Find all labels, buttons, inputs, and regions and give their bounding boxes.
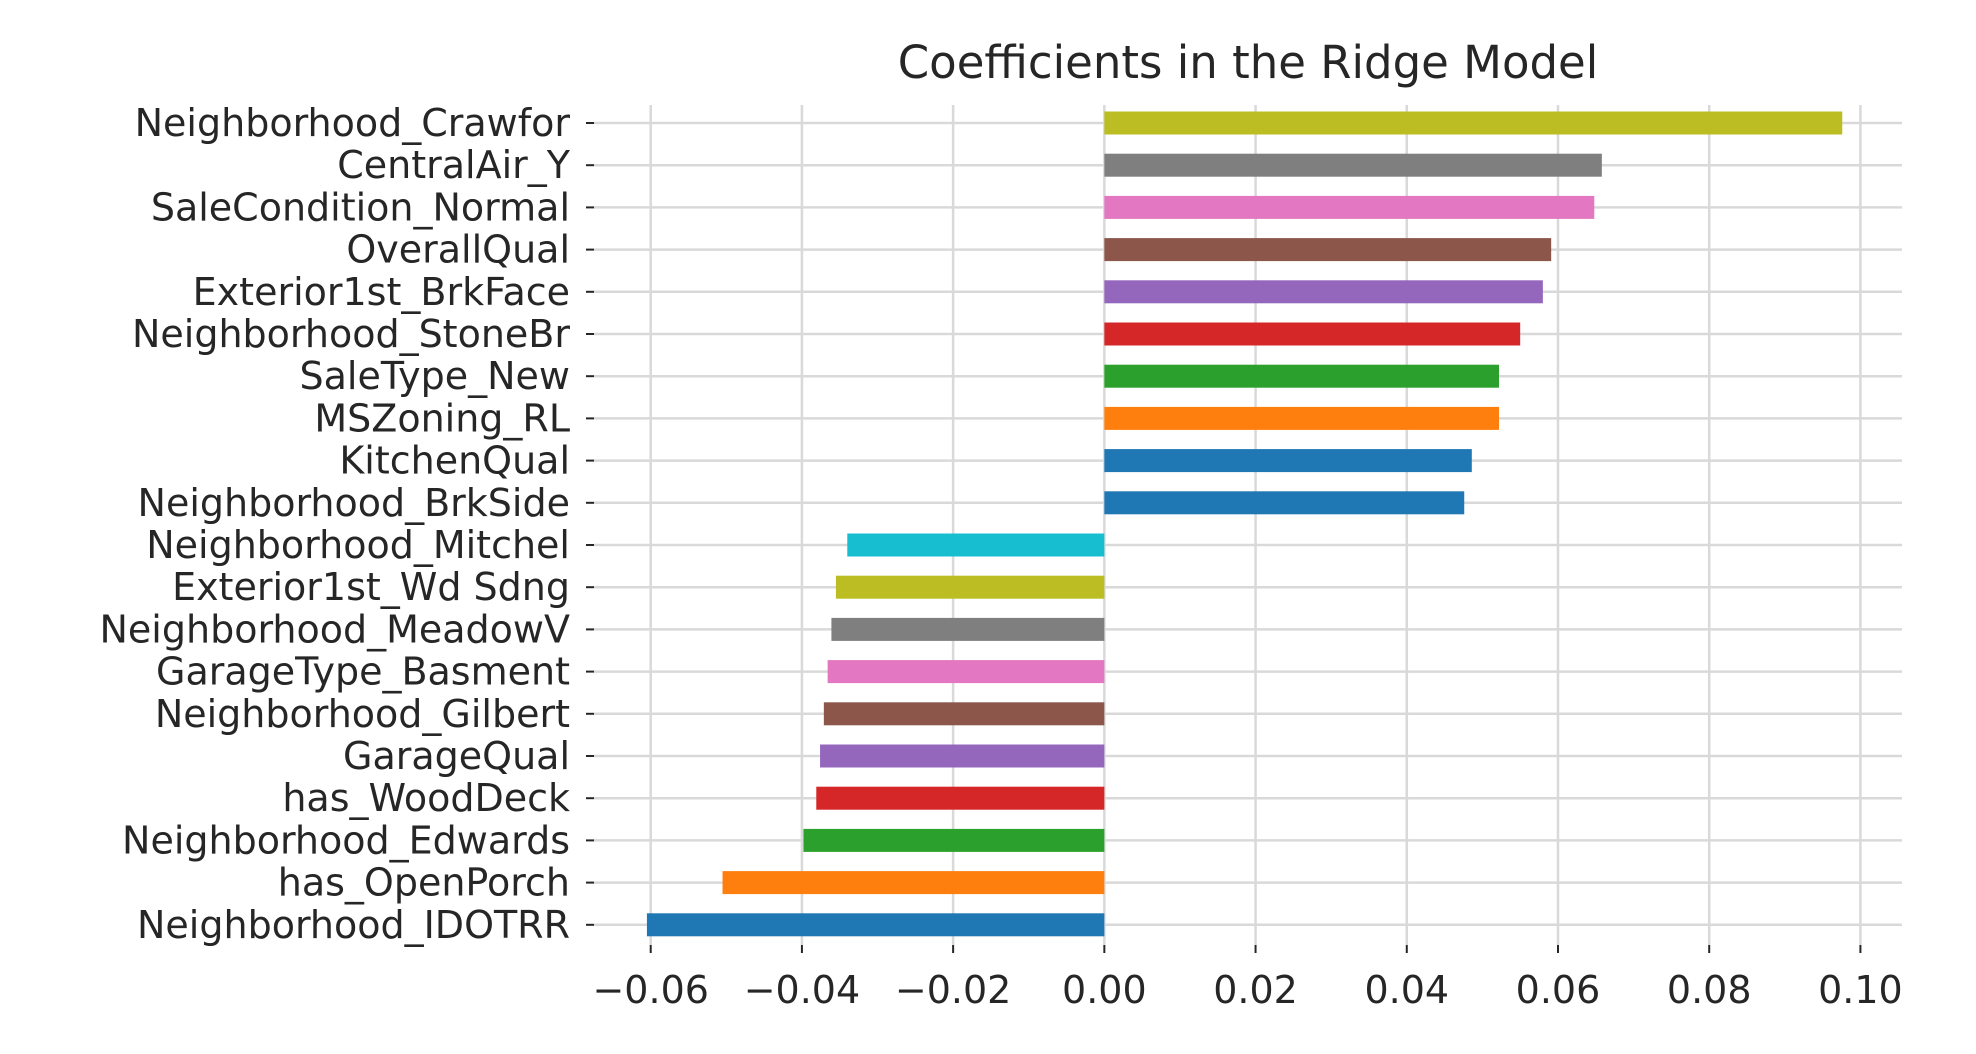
bar-KitchenQual xyxy=(1104,449,1472,473)
bar-has_OpenPorch xyxy=(722,871,1105,895)
x-tick-label: 0.02 xyxy=(1213,968,1298,1012)
category-label: MSZoning_RL xyxy=(314,396,570,440)
x-tick-label: 0.04 xyxy=(1364,968,1449,1012)
category-label: Neighborhood_StoneBr xyxy=(132,312,570,356)
category-label: CentralAir_Y xyxy=(337,143,571,187)
bar-Neighborhood_BrkSide xyxy=(1104,491,1465,515)
category-label: SaleType_New xyxy=(299,354,570,398)
category-label: Neighborhood_BrkSide xyxy=(138,481,570,525)
bar-OverallQual xyxy=(1104,238,1552,262)
chart-title: Coefficients in the Ridge Model xyxy=(898,36,1598,89)
category-label: has_WoodDeck xyxy=(282,776,570,820)
bar-MSZoning_RL xyxy=(1104,406,1500,430)
bar-has_WoodDeck xyxy=(816,786,1105,810)
category-label: Neighborhood_Gilbert xyxy=(155,692,570,736)
category-label: Exterior1st_BrkFace xyxy=(193,270,570,314)
category-label: has_OpenPorch xyxy=(278,861,570,905)
x-tick-label: 0.06 xyxy=(1516,968,1601,1012)
bar-GarageType_Basment xyxy=(827,660,1105,684)
bar-SaleType_New xyxy=(1104,364,1500,388)
bar-GarageQual xyxy=(820,744,1105,768)
bar-Neighborhood_StoneBr xyxy=(1104,322,1521,346)
bar-SaleCondition_Normal xyxy=(1104,195,1595,219)
x-tick-label: 0.00 xyxy=(1062,968,1147,1012)
bar-Neighborhood_Crawfor xyxy=(1104,111,1843,135)
category-label: Neighborhood_Mitchel xyxy=(146,523,570,567)
bar-Neighborhood_MeadowV xyxy=(831,617,1105,641)
category-label: Neighborhood_Crawfor xyxy=(135,101,571,145)
x-tick-label: −0.06 xyxy=(592,968,708,1012)
bar-Neighborhood_Mitchel xyxy=(847,533,1105,557)
bar-CentralAir_Y xyxy=(1104,153,1602,177)
bar-Neighborhood_Gilbert xyxy=(823,702,1105,726)
x-tick-label: −0.02 xyxy=(895,968,1011,1012)
bar-Exterior1st_BrkFace xyxy=(1104,280,1543,304)
y-axis: Neighborhood_IDOTRRhas_OpenPorchNeighbor… xyxy=(100,101,594,947)
bar-Exterior1st_Wd Sdng xyxy=(835,575,1105,599)
category-label: KitchenQual xyxy=(339,439,570,483)
category-label: GarageType_Basment xyxy=(156,650,570,694)
bar-Neighborhood_Edwards xyxy=(803,828,1105,852)
x-tick-label: 0.08 xyxy=(1667,968,1752,1012)
category-label: OverallQual xyxy=(346,228,570,272)
grid-layer xyxy=(594,105,1902,945)
category-label: Neighborhood_IDOTRR xyxy=(137,903,570,947)
category-label: Neighborhood_MeadowV xyxy=(100,607,571,651)
bar-Neighborhood_IDOTRR xyxy=(646,913,1105,937)
category-label: Neighborhood_Edwards xyxy=(122,818,570,862)
category-label: GarageQual xyxy=(343,734,570,778)
x-axis: −0.06 −0.04 −0.02 0.00 0.02 0.04 0.06 0.08 0.10 xyxy=(592,945,1903,1012)
x-tick-label: 0.10 xyxy=(1818,968,1903,1012)
category-label: Exterior1st_Wd Sdng xyxy=(172,565,570,609)
bar-layer xyxy=(646,111,1843,937)
category-label: SaleCondition_Normal xyxy=(151,185,570,229)
x-tick-label: −0.04 xyxy=(744,968,860,1012)
